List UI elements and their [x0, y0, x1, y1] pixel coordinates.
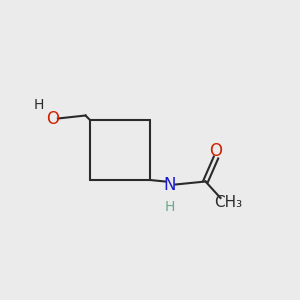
Text: O: O: [46, 110, 59, 128]
Text: H: H: [34, 98, 44, 112]
Text: O: O: [209, 142, 223, 160]
Text: H: H: [164, 200, 175, 214]
Text: CH₃: CH₃: [214, 195, 242, 210]
Text: N: N: [163, 176, 176, 194]
